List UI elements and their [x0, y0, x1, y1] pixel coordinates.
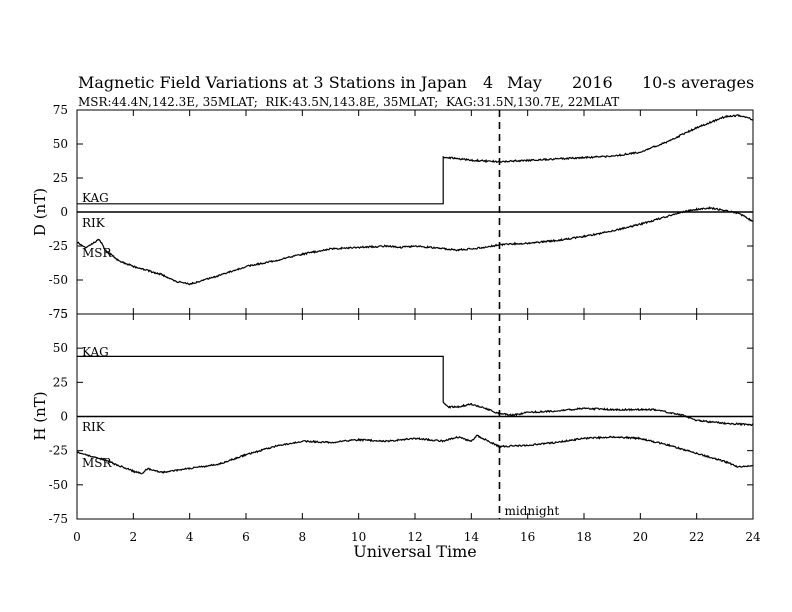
- panel-h-ytick-label: -75: [49, 512, 68, 526]
- panel-h-ytick-label: 25: [53, 375, 68, 389]
- panel-d-label-rik: RIK: [82, 216, 106, 230]
- panel-h-label-msr: MSR: [82, 456, 113, 470]
- panel-d-series: [76, 114, 754, 286]
- panel-d-ytick-label: 0: [60, 205, 68, 219]
- panel-h-ylabel: H (nT): [31, 391, 49, 440]
- x-tick-label: 18: [576, 530, 591, 544]
- panel-d-label-msr: MSR: [82, 246, 113, 260]
- panel-h: 75 50 25 0 -25 -50 -75 H (nT) KAG RIK MSR: [31, 307, 754, 526]
- panel-h-series-kag: [77, 355, 754, 427]
- x-tick-label: 24: [745, 530, 761, 544]
- x-tick-label: 6: [242, 530, 250, 544]
- date-month: May: [507, 73, 542, 92]
- panel-d-label-kag: KAG: [82, 191, 109, 205]
- panel-h-series: [76, 355, 754, 475]
- panel-d-ytick-label: 50: [53, 137, 68, 151]
- x-tick-label: 22: [689, 530, 704, 544]
- panel-h-ytick-label: -25: [49, 444, 68, 458]
- panel-h-ytick-label: 0: [60, 410, 68, 424]
- panel-d: 75 50 25 0 -25 -50 -75 D (nT) KAG RIK MSR: [31, 103, 754, 321]
- x-tick-label: 8: [299, 530, 307, 544]
- figure-title: Magnetic Field Variations at 3 Stations …: [78, 73, 467, 92]
- panel-d-series-kag: [77, 114, 754, 205]
- panel-d-ylabel: D (nT): [31, 188, 49, 236]
- date-day: 4: [483, 73, 493, 92]
- panel-d-ytick-label: 75: [53, 103, 68, 117]
- x-tick-label: 16: [520, 530, 535, 544]
- panel-d-ytick-label: 25: [53, 171, 68, 185]
- averaging-label: 10-s averages: [642, 73, 754, 92]
- x-tick-label: 0: [73, 530, 81, 544]
- x-axis-label: Universal Time: [353, 542, 476, 561]
- x-tick-label: 14: [464, 530, 480, 544]
- x-tick-label: 10: [351, 530, 366, 544]
- panel-h-y-axis: 75 50 25 0 -25 -50 -75: [49, 307, 754, 526]
- panel-h-ytick-label: -50: [49, 478, 68, 492]
- panel-h-label-rik: RIK: [82, 420, 106, 434]
- x-axis: 0 2 4 6 8 10 12 14 16 18 20 22 24: [73, 530, 761, 544]
- panel-d-ytick-label: -25: [49, 239, 68, 253]
- panel-h-ytick-label: 75: [53, 307, 68, 321]
- x-tick-label: 20: [633, 530, 648, 544]
- panel-d-ytick-label: -75: [49, 307, 68, 321]
- midnight-label: midnight: [505, 504, 560, 518]
- panel-d-ytick-label: -50: [49, 273, 68, 287]
- panel-h-ytick-label: 50: [53, 341, 68, 355]
- panel-h-label-kag: KAG: [82, 345, 109, 359]
- x-tick-label: 12: [407, 530, 422, 544]
- panel-h-series-msr: [76, 434, 753, 475]
- date-year: 2016: [572, 73, 613, 92]
- panel-d-series-msr: [76, 205, 754, 286]
- x-tick-label: 4: [186, 530, 194, 544]
- station-coordinates: MSR:44.4N,142.3E, 35MLAT; RIK:43.5N,143.…: [78, 95, 619, 109]
- x-tick-label: 2: [130, 530, 138, 544]
